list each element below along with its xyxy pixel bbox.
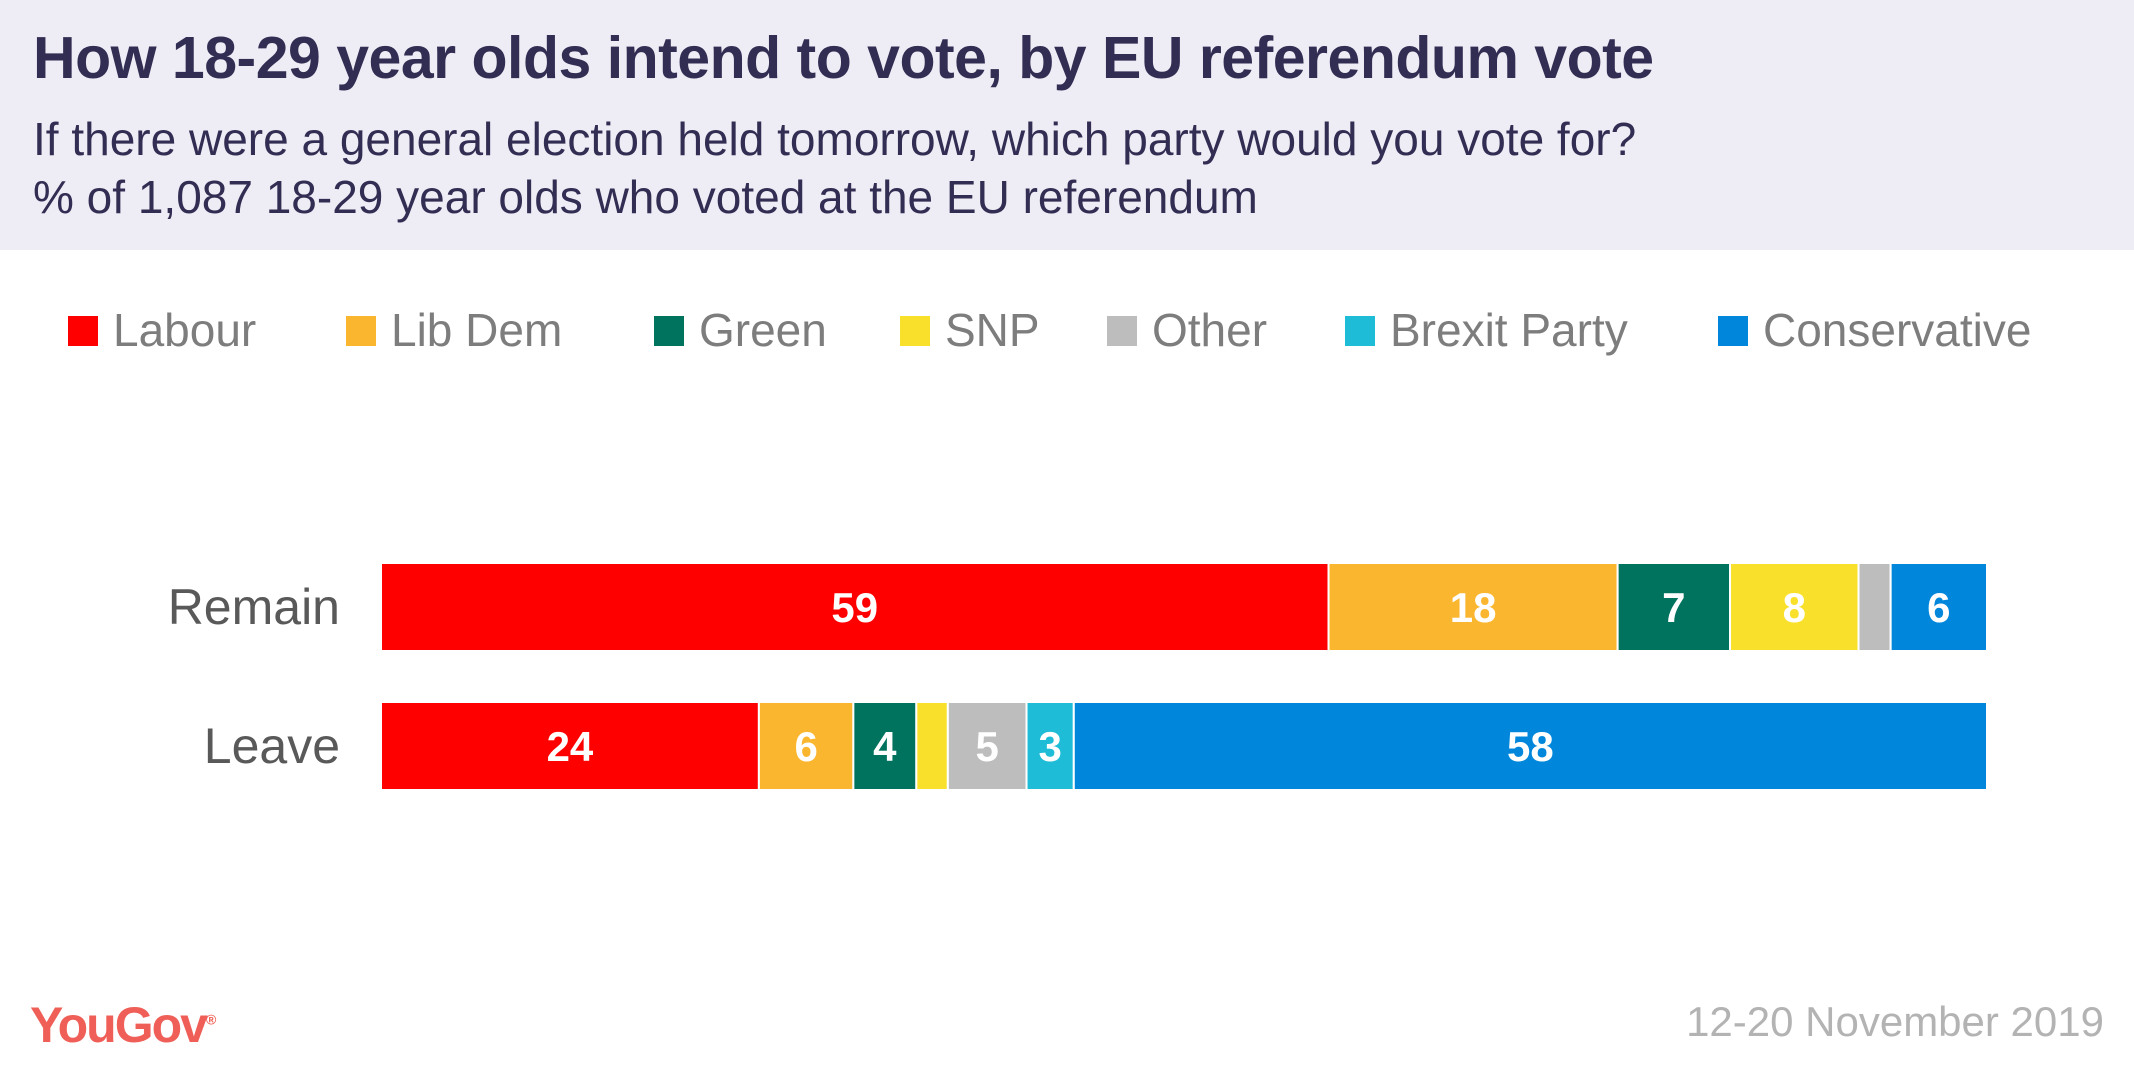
data-label-remain-labour: 59 — [831, 584, 878, 631]
bar-leave-other[interactable] — [946, 701, 1028, 791]
legend-label-brexit-party[interactable]: Brexit Party — [1390, 304, 1628, 356]
chart-subtitle-question: If there were a general election held to… — [33, 113, 1637, 165]
data-label-leave-other: 5 — [976, 723, 999, 770]
category-label-leave: Leave — [204, 718, 340, 774]
chart-subtitle-base: % of 1,087 18-29 year olds who voted at … — [33, 171, 1258, 223]
category-label-remain: Remain — [168, 579, 340, 635]
data-label-remain-snp: 8 — [1783, 584, 1806, 631]
bars: Remain 59 18 7 8 6 Leave 24 6 4 5 3 58 — [168, 562, 1989, 791]
yougov-logo: YouGov® — [30, 997, 217, 1053]
legend-label-conservative[interactable]: Conservative — [1763, 304, 2031, 356]
bar-leave-snp[interactable] — [915, 701, 949, 791]
legend: Labour Lib Dem Green SNP Other Brexit Party Co… — [68, 304, 2031, 356]
legend-label-green[interactable]: Green — [699, 304, 827, 356]
legend-label-snp[interactable]: SNP — [945, 304, 1040, 356]
bar-leave-brexit-party[interactable] — [1025, 701, 1075, 791]
legend-label-labour[interactable]: Labour — [113, 304, 256, 356]
bar-remain-labour[interactable] — [380, 562, 1330, 652]
header-band: How 18-29 year olds intend to vote, by E… — [0, 0, 2134, 250]
chart-title: How 18-29 year olds intend to vote, by E… — [33, 25, 1654, 91]
data-label-leave-green: 4 — [873, 723, 897, 770]
stacked-bar-chart: Labour Lib Dem Green SNP Other Brexit Party Co… — [68, 304, 2031, 791]
legend-swatch-brexit-party — [1345, 316, 1375, 346]
logo-text: YouGov — [30, 997, 208, 1053]
fieldwork-date: 12-20 November 2019 — [1686, 998, 2104, 1045]
bar-leave-lib-dem[interactable] — [757, 701, 855, 791]
legend-swatch-snp — [900, 316, 930, 346]
legend-swatch-labour — [68, 316, 98, 346]
bar-remain-green[interactable] — [1616, 562, 1732, 652]
bar-remain-other[interactable] — [1857, 562, 1892, 652]
legend-swatch-conservative — [1718, 316, 1748, 346]
data-label-leave-brexit-party: 3 — [1038, 723, 1061, 770]
bar-remain-conservative[interactable] — [1889, 562, 1989, 652]
data-label-leave-conservative: 58 — [1507, 723, 1554, 770]
bar-remain-lib-dem[interactable] — [1327, 562, 1619, 652]
data-label-leave-labour: 24 — [547, 723, 594, 770]
legend-label-other[interactable]: Other — [1152, 304, 1267, 356]
bar-leave-green[interactable] — [852, 701, 918, 791]
data-label-remain-green: 7 — [1662, 584, 1685, 631]
data-label-remain-lib-dem: 18 — [1450, 584, 1497, 631]
legend-label-lib-dem[interactable]: Lib Dem — [391, 304, 562, 356]
bar-leave-conservative[interactable] — [1072, 701, 1988, 791]
legend-swatch-other — [1107, 316, 1137, 346]
legend-swatch-green — [654, 316, 684, 346]
data-label-leave-lib-dem: 6 — [794, 723, 817, 770]
data-label-remain-conservative: 6 — [1927, 584, 1950, 631]
legend-swatch-lib-dem — [346, 316, 376, 346]
bar-leave-labour[interactable] — [380, 701, 760, 791]
